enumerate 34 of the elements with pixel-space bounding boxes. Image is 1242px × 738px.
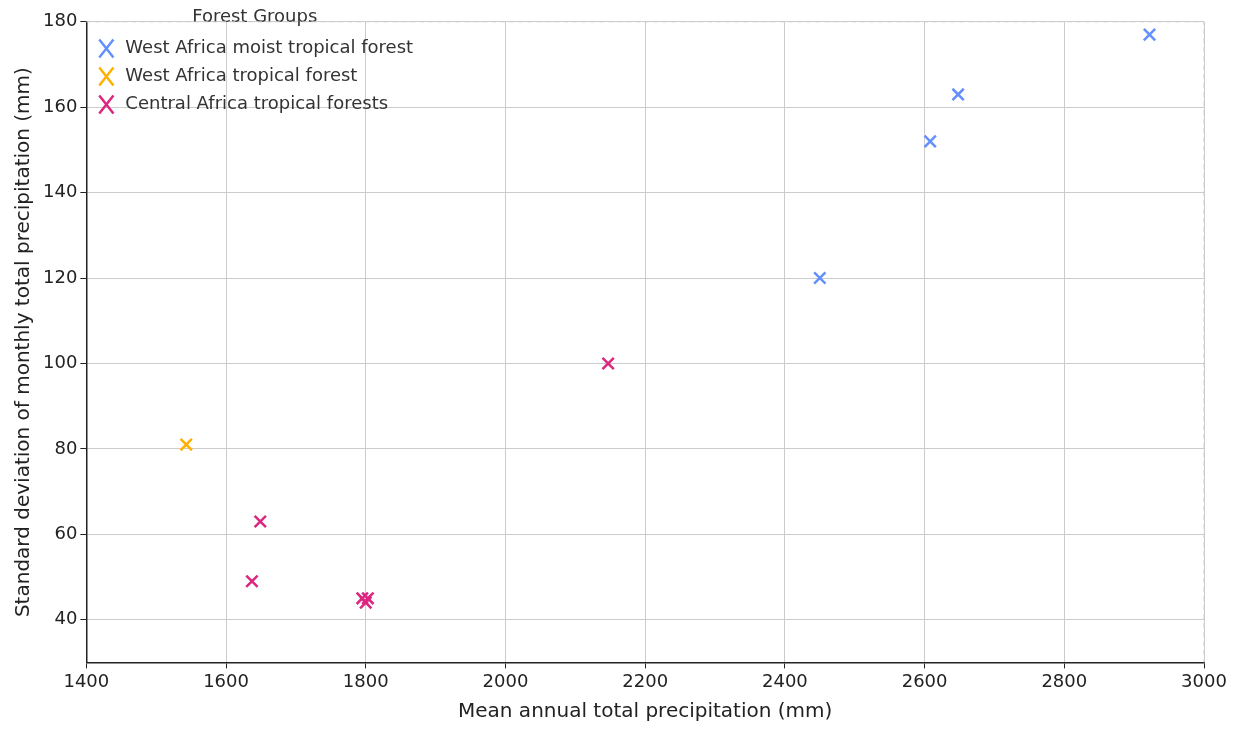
y-tick-label: 40 xyxy=(54,607,78,629)
point xyxy=(812,271,827,285)
point xyxy=(253,514,268,529)
point xyxy=(923,134,938,149)
point xyxy=(245,574,259,589)
y-tick-label: 80 xyxy=(54,436,78,458)
legend-label: West Africa moist tropical forest xyxy=(125,36,414,58)
legend-label: Central Africa tropical forests xyxy=(125,92,389,114)
y-tick-label: 180 xyxy=(43,9,78,31)
x-tick-label: 2200 xyxy=(622,669,669,691)
x-tick-label: 3000 xyxy=(1181,669,1227,691)
x-tick-label: 2800 xyxy=(1041,669,1088,691)
point xyxy=(358,595,373,610)
point xyxy=(951,87,966,102)
y-tick-label: 60 xyxy=(54,521,78,543)
x-tick-label: 2600 xyxy=(901,669,948,691)
x-axis-title: Mean annual total precipitation (mm) xyxy=(458,698,833,723)
y-tick-label: 120 xyxy=(43,265,78,287)
x-tick-label: 1400 xyxy=(63,669,110,691)
point xyxy=(1142,27,1157,42)
x-tick-label: 1600 xyxy=(203,669,249,691)
y-tick-label: 160 xyxy=(43,94,78,116)
y-tick-label: 140 xyxy=(43,180,78,202)
point xyxy=(360,591,375,606)
x-tick-label: 2000 xyxy=(482,669,529,691)
x-tick-label: 2400 xyxy=(761,669,808,691)
point xyxy=(355,591,370,606)
legend-label: West Africa tropical forest xyxy=(125,64,358,86)
point xyxy=(601,356,616,371)
x-tick-label: 1800 xyxy=(342,669,389,691)
legend-title: Forest Groups xyxy=(192,4,318,26)
y-tick-label: 100 xyxy=(43,351,78,373)
point xyxy=(179,437,194,452)
y-axis-title: Standard deviation of monthly total precipitation (mm) xyxy=(10,67,35,618)
